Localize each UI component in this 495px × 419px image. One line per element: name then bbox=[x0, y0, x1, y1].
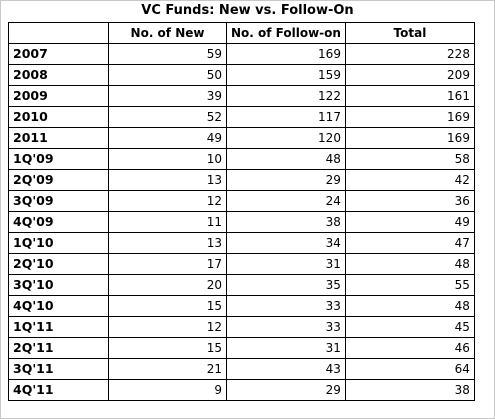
follow-on-count-cell: 35 bbox=[226, 274, 346, 296]
new-count-cell: 50 bbox=[108, 64, 227, 86]
total-cell: 228 bbox=[344, 43, 475, 65]
row-label-cell: 3Q'10 bbox=[8, 274, 109, 296]
follow-on-count-cell: 29 bbox=[226, 379, 346, 401]
total-cell: 58 bbox=[344, 148, 475, 170]
data-table: No. of New No. of Follow-on Total 2007 59… bbox=[8, 22, 475, 401]
row-label-cell: 2009 bbox=[8, 85, 109, 107]
row-label-cell: 3Q'11 bbox=[8, 358, 109, 380]
total-cell: 55 bbox=[344, 274, 475, 296]
table-row: 2Q'11 15 31 46 bbox=[8, 337, 475, 359]
row-label-cell: 4Q'09 bbox=[8, 211, 109, 233]
new-count-cell: 17 bbox=[108, 253, 227, 275]
header-cell-corner bbox=[8, 22, 109, 44]
table-row: 1Q'11 12 33 45 bbox=[8, 316, 475, 338]
total-cell: 42 bbox=[344, 169, 475, 191]
new-count-cell: 10 bbox=[108, 148, 227, 170]
row-label-cell: 2007 bbox=[8, 43, 109, 65]
table-row: 1Q'10 13 34 47 bbox=[8, 232, 475, 254]
follow-on-count-cell: 34 bbox=[226, 232, 346, 254]
new-count-cell: 13 bbox=[108, 232, 227, 254]
follow-on-count-cell: 38 bbox=[226, 211, 346, 233]
row-label-cell: 2Q'11 bbox=[8, 337, 109, 359]
follow-on-count-cell: 48 bbox=[226, 148, 346, 170]
total-cell: 47 bbox=[344, 232, 475, 254]
follow-on-count-cell: 33 bbox=[226, 295, 346, 317]
follow-on-count-cell: 31 bbox=[226, 337, 346, 359]
table-row: 2Q'10 17 31 48 bbox=[8, 253, 475, 275]
header-cell-new: No. of New bbox=[108, 22, 227, 44]
header-row: No. of New No. of Follow-on Total bbox=[8, 22, 475, 44]
table-body: 2007 59 169 228 2008 50 159 209 2009 39 122 161 2010… bbox=[8, 43, 475, 401]
follow-on-count-cell: 159 bbox=[226, 64, 346, 86]
header-cell-total: Total bbox=[344, 22, 475, 44]
table-row: 3Q'11 21 43 64 bbox=[8, 358, 475, 380]
follow-on-count-cell: 117 bbox=[226, 106, 346, 128]
row-label-cell: 1Q'09 bbox=[8, 148, 109, 170]
new-count-cell: 15 bbox=[108, 295, 227, 317]
total-cell: 64 bbox=[344, 358, 475, 380]
follow-on-count-cell: 122 bbox=[226, 85, 346, 107]
table-row: 3Q'09 12 24 36 bbox=[8, 190, 475, 212]
row-label-cell: 1Q'10 bbox=[8, 232, 109, 254]
total-cell: 46 bbox=[344, 337, 475, 359]
new-count-cell: 9 bbox=[108, 379, 227, 401]
new-count-cell: 21 bbox=[108, 358, 227, 380]
row-label-cell: 4Q'11 bbox=[8, 379, 109, 401]
total-cell: 48 bbox=[344, 295, 475, 317]
table-row: 2008 50 159 209 bbox=[8, 64, 475, 86]
row-label-cell: 2008 bbox=[8, 64, 109, 86]
row-label-cell: 3Q'09 bbox=[8, 190, 109, 212]
total-cell: 209 bbox=[344, 64, 475, 86]
header-cell-follow-on: No. of Follow-on bbox=[226, 22, 346, 44]
follow-on-count-cell: 24 bbox=[226, 190, 346, 212]
total-cell: 169 bbox=[344, 106, 475, 128]
follow-on-count-cell: 33 bbox=[226, 316, 346, 338]
new-count-cell: 15 bbox=[108, 337, 227, 359]
total-cell: 48 bbox=[344, 253, 475, 275]
total-cell: 36 bbox=[344, 190, 475, 212]
new-count-cell: 52 bbox=[108, 106, 227, 128]
row-label-cell: 2Q'09 bbox=[8, 169, 109, 191]
table-row: 2011 49 120 169 bbox=[8, 127, 475, 149]
follow-on-count-cell: 31 bbox=[226, 253, 346, 275]
new-count-cell: 39 bbox=[108, 85, 227, 107]
table-row: 2007 59 169 228 bbox=[8, 43, 475, 65]
new-count-cell: 20 bbox=[108, 274, 227, 296]
new-count-cell: 13 bbox=[108, 169, 227, 191]
row-label-cell: 1Q'11 bbox=[8, 316, 109, 338]
table-row: 3Q'10 20 35 55 bbox=[8, 274, 475, 296]
table-row: 1Q'09 10 48 58 bbox=[8, 148, 475, 170]
new-count-cell: 12 bbox=[108, 190, 227, 212]
total-cell: 49 bbox=[344, 211, 475, 233]
row-label-cell: 4Q'10 bbox=[8, 295, 109, 317]
row-label-cell: 2010 bbox=[8, 106, 109, 128]
follow-on-count-cell: 169 bbox=[226, 43, 346, 65]
follow-on-count-cell: 43 bbox=[226, 358, 346, 380]
total-cell: 169 bbox=[344, 127, 475, 149]
new-count-cell: 12 bbox=[108, 316, 227, 338]
table-row: 2010 52 117 169 bbox=[8, 106, 475, 128]
row-label-cell: 2Q'10 bbox=[8, 253, 109, 275]
new-count-cell: 59 bbox=[108, 43, 227, 65]
row-label-cell: 2011 bbox=[8, 127, 109, 149]
new-count-cell: 11 bbox=[108, 211, 227, 233]
total-cell: 38 bbox=[344, 379, 475, 401]
table-row: 2Q'09 13 29 42 bbox=[8, 169, 475, 191]
table-row: 2009 39 122 161 bbox=[8, 85, 475, 107]
table-row: 4Q'10 15 33 48 bbox=[8, 295, 475, 317]
table-row: 4Q'11 9 29 38 bbox=[8, 379, 475, 401]
follow-on-count-cell: 29 bbox=[226, 169, 346, 191]
total-cell: 45 bbox=[344, 316, 475, 338]
new-count-cell: 49 bbox=[108, 127, 227, 149]
table-title: VC Funds: New vs. Follow-On bbox=[141, 3, 354, 18]
total-cell: 161 bbox=[344, 85, 475, 107]
table-row: 4Q'09 11 38 49 bbox=[8, 211, 475, 233]
follow-on-count-cell: 120 bbox=[226, 127, 346, 149]
